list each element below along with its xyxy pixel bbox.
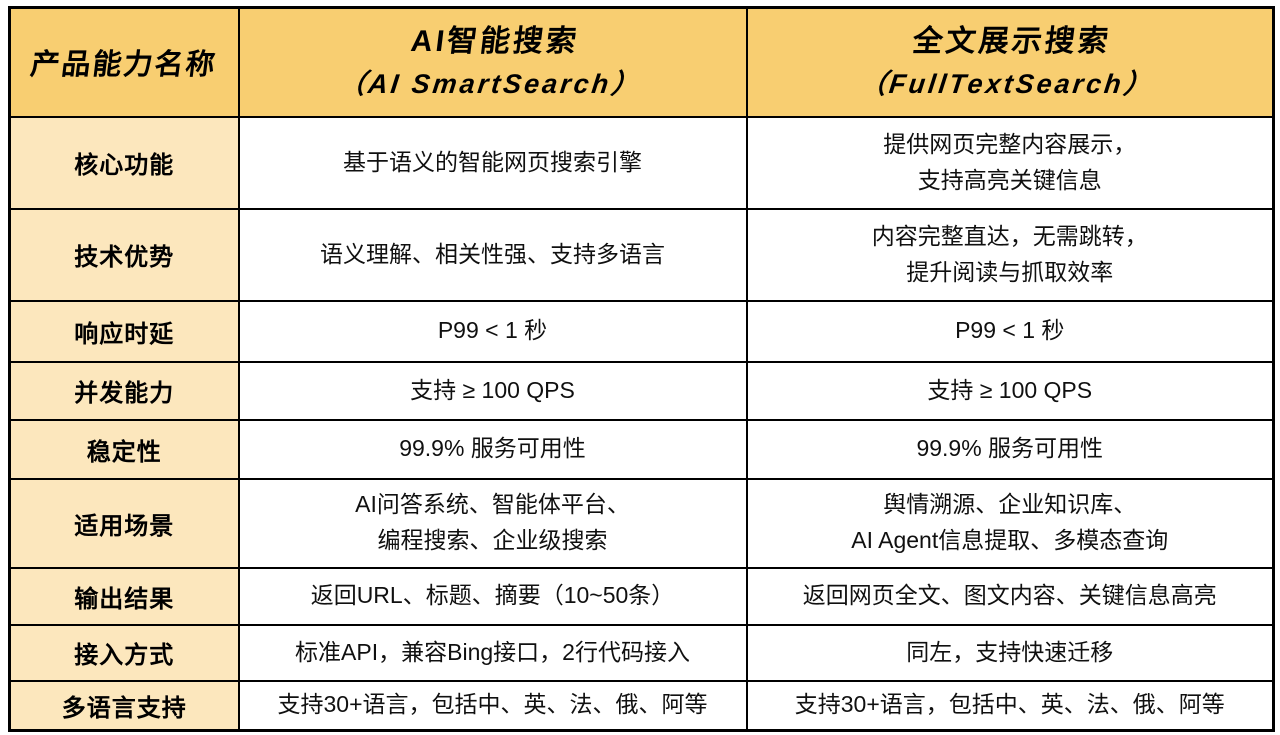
table-row-multilanguage: 多语言支持 支持30+语言，包括中、英、法、俄、阿等 支持30+语言，包括中、英… [8, 679, 1275, 732]
cell-text: 同左，支持快速迁移 [906, 638, 1114, 665]
corner-header-cell: 产品能力名称 [8, 6, 240, 118]
table-row-tech-advantage: 技术优势 语义理解、相关性强、支持多语言 内容完整直达，无需跳转， 提升阅读与抓… [8, 207, 1275, 302]
cell-text: 99.9% 服务可用性 [399, 435, 586, 462]
row-label-cell: 技术优势 [8, 207, 240, 302]
cell-text: 返回URL、标题、摘要（10~50条） [310, 582, 675, 609]
value-cell-full: 内容完整直达，无需跳转， 提升阅读与抓取效率 [745, 207, 1275, 302]
row-label: 技术优势 [74, 244, 175, 271]
value-cell-ai: P99 < 1 秒 [237, 299, 748, 363]
row-label: 适用场景 [74, 512, 175, 540]
cell-text: AI问答系统、智能体平台、 [355, 491, 630, 518]
cell-text: 支持30+语言，包括中、英、法、俄、阿等 [277, 691, 708, 718]
value-cell-full: 返回网页全文、图文内容、关键信息高亮 [745, 566, 1275, 626]
value-cell-ai: AI问答系统、智能体平台、 编程搜索、企业级搜索 [237, 477, 748, 569]
corner-header-label: 产品能力名称 [28, 49, 219, 82]
row-label: 多语言支持 [61, 694, 187, 722]
row-label: 稳定性 [86, 438, 162, 466]
row-label-cell: 响应时延 [8, 299, 240, 363]
row-label-cell: 并发能力 [8, 360, 240, 421]
table-row-use-cases: 适用场景 AI问答系统、智能体平台、 编程搜索、企业级搜索 舆情溯源、企业知识库… [8, 477, 1275, 569]
value-cell-ai: 支持 ≥ 100 QPS [237, 360, 748, 421]
product-comparison-table: 产品能力名称 AI智能搜索 （AI SmartSearch） 全文展示搜索 （F… [8, 6, 1275, 732]
table-row-latency: 响应时延 P99 < 1 秒 P99 < 1 秒 [8, 299, 1275, 363]
cell-text: P99 < 1 秒 [437, 317, 548, 344]
cell-text: 99.9% 服务可用性 [916, 435, 1104, 462]
value-cell-full: 99.9% 服务可用性 [745, 418, 1275, 480]
cell-text: 支持 ≥ 100 QPS [410, 376, 575, 403]
table-row-integration: 接入方式 标准API，兼容Bing接口，2行代码接入 同左，支持快速迁移 [8, 623, 1275, 682]
cell-text: 支持 ≥ 100 QPS [927, 376, 1093, 403]
row-label-cell: 核心功能 [8, 115, 240, 210]
row-label: 响应时延 [74, 320, 175, 348]
cell-text: 提升阅读与抓取效率 [906, 258, 1114, 285]
cell-text: P99 < 1 秒 [955, 317, 1065, 344]
row-label-cell: 适用场景 [8, 477, 240, 569]
row-label: 并发能力 [74, 380, 175, 407]
value-cell-full: 支持 ≥ 100 QPS [745, 360, 1275, 421]
cell-text: 内容完整直达，无需跳转， [871, 222, 1148, 249]
table-row-concurrency: 并发能力 支持 ≥ 100 QPS 支持 ≥ 100 QPS [8, 360, 1275, 421]
value-cell-full: 舆情溯源、企业知识库、 AI Agent信息提取、多模态查询 [745, 477, 1275, 569]
cell-text: 基于语义的智能网页搜索引擎 [343, 148, 642, 175]
table-row-core-function: 核心功能 基于语义的智能网页搜索引擎 提供网页完整内容展示， 支持高亮关键信息 [8, 115, 1275, 210]
value-cell-full: P99 < 1 秒 [745, 299, 1275, 363]
value-cell-full: 同左，支持快速迁移 [745, 623, 1275, 682]
value-cell-ai: 语义理解、相关性强、支持多语言 [237, 207, 748, 302]
cell-text: 标准API，兼容Bing接口，2行代码接入 [295, 638, 690, 665]
row-label: 接入方式 [74, 642, 175, 669]
table-row-stability: 稳定性 99.9% 服务可用性 99.9% 服务可用性 [8, 418, 1275, 480]
value-cell-ai: 返回URL、标题、摘要（10~50条） [237, 566, 748, 626]
row-label-cell: 接入方式 [8, 623, 240, 682]
value-cell-ai: 99.9% 服务可用性 [237, 418, 748, 480]
value-cell-ai: 支持30+语言，包括中、英、法、俄、阿等 [237, 679, 748, 732]
row-label-cell: 稳定性 [8, 418, 240, 480]
cell-text: 舆情溯源、企业知识库、 [883, 491, 1137, 518]
cell-text: 编程搜索、企业级搜索 [377, 527, 608, 553]
value-cell-full: 提供网页完整内容展示， 支持高亮关键信息 [745, 115, 1275, 210]
table-row-output: 输出结果 返回URL、标题、摘要（10~50条） 返回网页全文、图文内容、关键信… [8, 566, 1275, 626]
product-name-cn: 全文展示搜索 [911, 25, 1114, 59]
row-label-cell: 输出结果 [8, 566, 240, 626]
header-row: 产品能力名称 AI智能搜索 （AI SmartSearch） 全文展示搜索 （F… [8, 6, 1275, 118]
column-header-ai-smartsearch: AI智能搜索 （AI SmartSearch） [237, 6, 748, 118]
product-name-en: （FullTextSearch） [857, 68, 1157, 99]
value-cell-full: 支持30+语言，包括中、英、法、俄、阿等 [745, 679, 1275, 732]
cell-text: 支持高亮关键信息 [917, 166, 1102, 193]
product-name-cn: AI智能搜索 [408, 25, 582, 59]
row-label-cell: 多语言支持 [8, 679, 240, 732]
cell-text: 提供网页完整内容展示， [883, 130, 1137, 157]
cell-text: 支持30+语言，包括中、英、法、俄、阿等 [794, 691, 1225, 718]
cell-text: AI Agent信息提取、多模态查询 [851, 527, 1169, 553]
row-label: 核心功能 [74, 152, 175, 179]
column-header-fulltextsearch: 全文展示搜索 （FullTextSearch） [745, 6, 1275, 118]
cell-text: 语义理解、相关性强、支持多语言 [320, 240, 665, 267]
value-cell-ai: 标准API，兼容Bing接口，2行代码接入 [237, 623, 748, 682]
product-name-en: （AI SmartSearch） [336, 68, 644, 99]
row-label: 输出结果 [74, 585, 175, 613]
value-cell-ai: 基于语义的智能网页搜索引擎 [237, 115, 748, 210]
cell-text: 返回网页全文、图文内容、关键信息高亮 [802, 582, 1217, 609]
